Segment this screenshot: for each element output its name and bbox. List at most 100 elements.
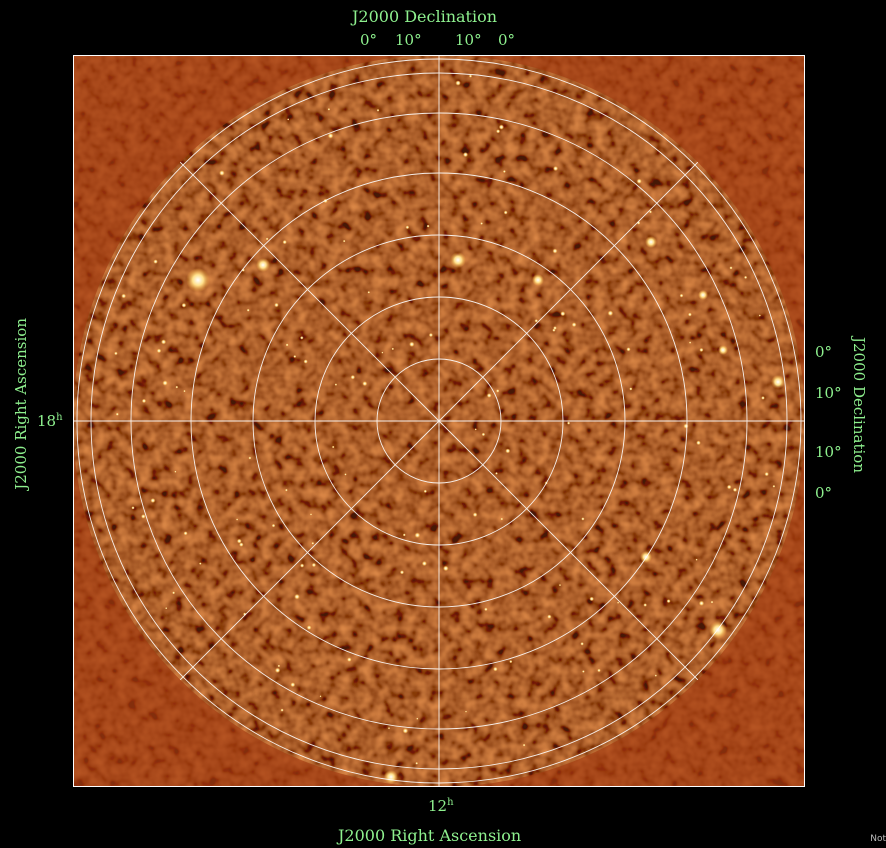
left-axis-title: J2000 Right Ascension — [12, 318, 30, 490]
bottom-tick-hours: 12 — [428, 797, 448, 815]
radio-source — [428, 332, 433, 338]
radio-source — [175, 385, 179, 389]
radio-source — [415, 761, 419, 765]
radio-source — [376, 108, 380, 112]
radio-source — [350, 374, 356, 380]
radio-source — [303, 359, 308, 364]
radio-source — [311, 562, 317, 568]
radio-source — [409, 341, 415, 347]
radio-source — [174, 470, 177, 473]
radio-source — [462, 152, 469, 158]
bright-source — [709, 621, 727, 639]
radio-source — [277, 664, 281, 668]
radio-source — [571, 322, 577, 328]
radio-source — [327, 108, 331, 111]
radio-source — [443, 565, 449, 572]
radio-source — [710, 600, 714, 604]
radio-source — [236, 518, 239, 521]
top-tick-1: 0° — [360, 31, 378, 49]
radio-source — [744, 275, 748, 279]
radio-source — [306, 625, 312, 630]
radio-source — [696, 440, 701, 446]
radio-source — [319, 695, 322, 698]
right-tick-4: 0° — [815, 484, 833, 502]
radio-source — [552, 248, 558, 254]
radio-source — [726, 484, 732, 490]
radio-source — [282, 239, 287, 245]
bright-source — [256, 258, 270, 272]
radio-source — [141, 514, 146, 519]
right-tick-1: 0° — [815, 343, 833, 361]
radio-source — [502, 170, 506, 173]
map-frame — [73, 55, 805, 787]
radio-source — [698, 600, 705, 606]
radio-source — [381, 351, 384, 354]
credit-text: Not — [870, 834, 886, 844]
radio-source — [391, 347, 395, 351]
radio-source — [597, 668, 601, 673]
radio-source — [480, 222, 483, 225]
radio-source — [607, 310, 614, 316]
radio-source — [121, 293, 127, 299]
radio-source — [414, 532, 421, 538]
radio-source — [729, 266, 733, 270]
radio-source — [496, 389, 500, 393]
radio-source — [248, 456, 252, 460]
radio-source — [772, 484, 776, 488]
radio-source — [172, 591, 176, 595]
bottom-tick-unit: h — [447, 797, 454, 808]
radio-source — [474, 428, 477, 431]
radio-source — [293, 355, 297, 358]
radio-source — [327, 133, 334, 139]
radio-source — [334, 383, 338, 386]
radio-source — [582, 670, 585, 673]
radio-source — [629, 387, 633, 391]
sky-map — [73, 55, 805, 787]
radio-source — [426, 224, 430, 228]
grid-spoke — [179, 420, 440, 681]
radio-source — [495, 472, 498, 475]
radio-source — [347, 657, 352, 662]
radio-source — [493, 666, 498, 672]
radio-source — [522, 743, 526, 747]
radio-source — [679, 293, 684, 298]
radio-source — [687, 312, 692, 317]
radio-source — [402, 728, 409, 734]
radio-source — [421, 560, 427, 567]
radio-source — [342, 239, 346, 243]
radio-source — [280, 708, 284, 712]
radio-source — [547, 614, 552, 619]
radio-source — [405, 225, 410, 230]
radio-source — [274, 667, 281, 673]
left-tick-unit: h — [56, 412, 63, 423]
grid-spoke — [438, 161, 699, 422]
radio-source — [294, 593, 300, 600]
radio-source — [699, 347, 704, 352]
radio-source — [465, 710, 467, 713]
radio-source — [649, 210, 652, 214]
radio-source — [626, 347, 631, 352]
radio-source — [287, 118, 290, 121]
radio-source — [423, 489, 427, 493]
radio-source — [505, 448, 511, 454]
radio-source — [271, 523, 276, 528]
radio-source — [150, 498, 156, 503]
right-tick-2: 10° — [815, 384, 842, 402]
bright-source — [718, 345, 728, 355]
radio-source — [732, 487, 738, 492]
radio-source — [131, 506, 135, 510]
radio-source — [688, 341, 692, 344]
left-tick-hours: 18 — [37, 412, 57, 430]
radio-source — [219, 170, 225, 176]
bright-source — [698, 290, 708, 300]
radio-source — [183, 389, 186, 393]
top-tick-2: 10° — [395, 31, 422, 49]
radio-source — [558, 584, 562, 587]
radio-source — [553, 326, 557, 330]
coordinate-grid — [73, 55, 805, 787]
radio-source — [402, 533, 406, 537]
radio-source — [236, 538, 242, 544]
radio-source — [636, 178, 642, 184]
radio-source — [666, 599, 671, 604]
radio-source — [165, 607, 168, 610]
